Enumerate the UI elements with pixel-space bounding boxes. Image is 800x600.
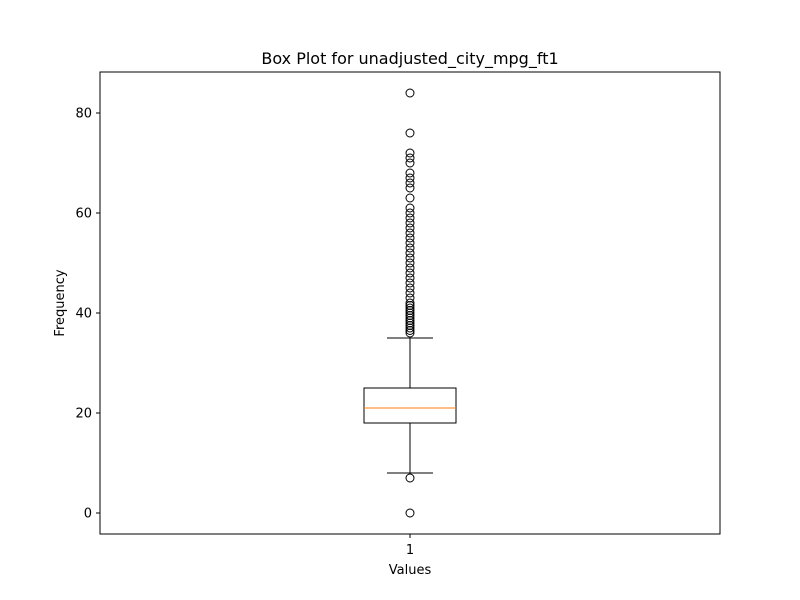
outlier-point <box>405 238 415 248</box>
outlier-point <box>405 148 415 158</box>
outlier-point <box>405 178 415 188</box>
outlier-point <box>405 213 415 223</box>
outlier-point <box>405 288 415 298</box>
outlier-point <box>405 223 415 233</box>
outlier-point <box>405 233 415 243</box>
outlier-point <box>405 293 415 303</box>
outlier-point <box>405 208 415 218</box>
outlier-point <box>405 253 415 263</box>
outlier-point <box>405 183 415 193</box>
outlier-point <box>405 283 415 293</box>
outlier-point <box>405 263 415 273</box>
outlier-point <box>405 128 415 138</box>
y-tick-label: 20 <box>75 407 92 422</box>
outlier-point <box>405 168 415 178</box>
y-tick-label: 0 <box>84 507 92 522</box>
y-tick-label: 40 <box>75 307 92 322</box>
outlier-point <box>405 243 415 253</box>
outlier-point <box>405 268 415 278</box>
y-axis-label: Frequency <box>53 269 68 336</box>
outlier-point <box>405 473 415 483</box>
outlier-point <box>405 508 415 518</box>
outlier-point <box>405 218 415 228</box>
outlier-point <box>405 278 415 288</box>
plot-area <box>363 88 457 518</box>
outlier-point <box>405 248 415 258</box>
chart-title: Box Plot for unadjusted_city_mpg_ft1 <box>261 49 558 69</box>
outlier-point <box>405 203 415 213</box>
outlier-point <box>405 158 415 168</box>
outlier-point <box>405 298 415 308</box>
outlier-point <box>405 273 415 283</box>
outlier-point <box>405 153 415 163</box>
interquartile-box <box>363 387 457 424</box>
x-axis-label: Values <box>389 563 432 578</box>
outlier-point <box>405 173 415 183</box>
y-tick-label: 60 <box>75 207 92 222</box>
outlier-point <box>405 303 415 313</box>
outlier-point <box>405 228 415 238</box>
outlier-point <box>405 193 415 203</box>
outlier-point <box>405 258 415 268</box>
y-axis: 0 20 40 60 80 <box>75 107 100 522</box>
y-tick-label: 80 <box>75 107 92 122</box>
x-tick-label: 1 <box>406 543 414 558</box>
x-axis: 1 <box>406 534 414 558</box>
outlier-point <box>405 88 415 98</box>
axes-frame <box>99 71 721 535</box>
